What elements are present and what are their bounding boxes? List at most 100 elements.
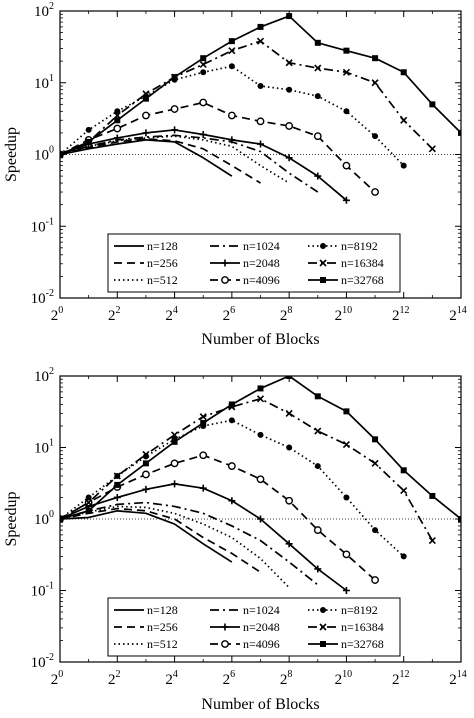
legend-marker	[320, 607, 326, 613]
legend-item: n=16384	[308, 620, 384, 634]
legend-label: n=2048	[243, 620, 280, 634]
legend: n=128 n=256 n=512 n=1024 n=2048 n=4096 n=8192 n…	[107, 233, 401, 293]
x-tick-label: 212	[392, 305, 410, 324]
data-point	[114, 117, 121, 124]
data-point	[285, 540, 293, 548]
data-point	[257, 83, 264, 90]
x-tick-label: 26	[223, 305, 236, 324]
series-layer	[60, 376, 461, 594]
legend-label: n=16384	[341, 620, 384, 634]
data-point	[200, 69, 207, 76]
data-point	[314, 39, 321, 46]
data-point	[314, 93, 321, 100]
data-point	[199, 60, 207, 68]
data-point	[313, 132, 322, 141]
series-n=32768	[60, 13, 461, 158]
legend: n=128 n=256 n=512 n=1024 n=2048 n=4096 n=8192 n…	[107, 597, 401, 657]
legend-marker	[221, 276, 229, 284]
data-point	[371, 576, 379, 584]
series-layer	[60, 13, 461, 204]
y-tick-label: 10-2	[31, 288, 54, 307]
data-point	[114, 481, 121, 488]
data-point	[458, 129, 461, 136]
y-tick-label: 101	[34, 438, 54, 457]
series-line	[60, 454, 376, 581]
data-point	[256, 117, 265, 126]
x-tick-label: 28	[280, 305, 293, 324]
legend-item: n=1024	[210, 239, 280, 253]
data-point	[372, 527, 379, 534]
legend-box	[107, 233, 401, 293]
data-point	[170, 459, 179, 468]
data-point	[371, 188, 379, 196]
data-point	[286, 444, 293, 451]
x-tick-label: 28	[280, 669, 293, 688]
data-point	[285, 154, 293, 162]
series-line	[60, 134, 319, 193]
data-point	[314, 64, 322, 72]
data-point	[200, 55, 207, 62]
data-point	[400, 69, 407, 76]
series-n=4096	[60, 451, 379, 584]
series-line	[60, 40, 433, 156]
data-point	[314, 393, 321, 400]
series-n=2048	[60, 480, 350, 594]
data-point	[199, 484, 207, 492]
series-line	[60, 505, 290, 589]
legend-label: n=128	[147, 603, 178, 617]
series-line	[60, 139, 233, 177]
legend-item: n=128	[114, 603, 178, 617]
legend-label: n=1024	[243, 239, 280, 253]
data-point	[256, 475, 265, 484]
data-point	[199, 130, 207, 138]
legend-item: n=4096	[210, 273, 280, 287]
legend-item: n=128	[114, 239, 178, 253]
data-point	[257, 140, 264, 148]
x-tick-label: 214	[449, 305, 467, 324]
legend-item: n=8192	[308, 603, 378, 617]
data-point	[228, 136, 236, 144]
data-point	[142, 111, 150, 120]
y-tick-label: 100	[34, 509, 54, 528]
legend-item: n=2048	[210, 256, 280, 270]
x-tick-label: 210	[335, 669, 353, 688]
data-point	[314, 172, 322, 180]
x-tick-label: 210	[335, 305, 353, 324]
series-n=8192	[60, 417, 407, 560]
data-point	[400, 553, 407, 560]
y-tick-label: 101	[34, 73, 54, 92]
legend-label: n=8192	[341, 239, 378, 253]
series-n=1024	[60, 501, 319, 586]
series-line	[60, 101, 376, 193]
legend-label: n=16384	[341, 256, 384, 270]
data-point	[228, 497, 236, 505]
data-point	[342, 68, 350, 76]
data-point	[342, 587, 350, 594]
data-point	[228, 38, 235, 45]
data-point	[256, 395, 265, 403]
legend-label: n=512	[147, 273, 178, 287]
data-point	[286, 13, 293, 20]
data-point	[400, 116, 408, 124]
legend-label: n=256	[147, 620, 178, 634]
series-line	[60, 138, 261, 184]
data-point	[342, 161, 351, 170]
legend-marker	[320, 641, 326, 647]
data-point	[171, 126, 179, 134]
legend-label: n=8192	[341, 603, 378, 617]
data-point	[429, 101, 436, 108]
data-point	[85, 507, 92, 514]
data-point	[114, 108, 121, 115]
data-point	[142, 470, 150, 479]
legend-label: n=1024	[243, 603, 280, 617]
series-n=32768	[60, 376, 461, 522]
series-n=128	[60, 510, 233, 563]
data-point	[199, 98, 208, 107]
data-point	[60, 516, 63, 522]
y-tick-label: 100	[34, 145, 54, 164]
data-point	[171, 438, 178, 445]
data-point	[170, 105, 179, 113]
x-tick-label: 22	[108, 305, 121, 324]
data-point	[428, 536, 436, 545]
